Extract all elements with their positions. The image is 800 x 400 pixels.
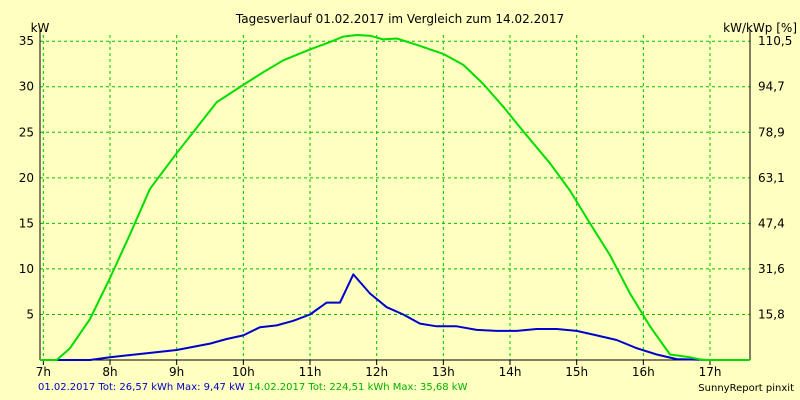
x-tick-label: 10h bbox=[232, 365, 255, 379]
series-line-2 bbox=[40, 34, 750, 361]
y-tick-label-left: 25 bbox=[19, 125, 34, 139]
footer-legend: 01.02.2017 Tot: 26,57 kWh Max: 9,47 kW 1… bbox=[38, 382, 467, 393]
y-tick-label-right: 78,9 bbox=[758, 125, 785, 139]
y-axis-left-label: kW bbox=[31, 21, 50, 35]
legend-series-1: 01.02.2017 Tot: 26,57 kWh Max: 9,47 kW bbox=[38, 382, 245, 393]
y-tick-label-right: 94,7 bbox=[758, 80, 785, 94]
plot-area bbox=[40, 35, 750, 360]
credit-text: SunnyReport pinxit bbox=[698, 383, 794, 394]
y-tick-label-right: 110,5 bbox=[758, 34, 792, 48]
y-axis-right-label: kW/kWp [%] bbox=[723, 21, 797, 35]
y-tick-label-right: 47,4 bbox=[758, 216, 785, 230]
x-tick-label: 13h bbox=[432, 365, 455, 379]
x-tick-label: 17h bbox=[699, 365, 722, 379]
y-tick-label-right: 15,8 bbox=[758, 307, 785, 321]
x-tick-label: 9h bbox=[169, 365, 184, 379]
y-tick-label-left: 15 bbox=[19, 216, 34, 230]
y-tick-label-left: 20 bbox=[19, 171, 34, 185]
x-tick-label: 15h bbox=[565, 365, 588, 379]
series-line-1 bbox=[40, 273, 750, 361]
y-tick-label-right: 31,6 bbox=[758, 262, 785, 276]
chart-title: Tagesverlauf 01.02.2017 im Vergleich zum… bbox=[235, 12, 564, 26]
y-tick-label-left: 10 bbox=[19, 262, 34, 276]
x-tick-label: 11h bbox=[299, 365, 322, 379]
y-tick-label-left: 35 bbox=[19, 34, 34, 48]
x-tick-label: 12h bbox=[365, 365, 388, 379]
y-tick-label-left: 5 bbox=[26, 307, 34, 321]
legend-series-2: 14.02.2017 Tot: 224,51 kWh Max: 35,68 kW bbox=[247, 382, 468, 393]
x-tick-label: 14h bbox=[499, 365, 522, 379]
x-tick-label: 7h bbox=[36, 365, 51, 379]
y-tick-label-right: 63,1 bbox=[758, 171, 785, 185]
x-tick-label: 8h bbox=[102, 365, 117, 379]
y-tick-label-left: 30 bbox=[19, 80, 34, 94]
x-tick-label: 16h bbox=[632, 365, 655, 379]
